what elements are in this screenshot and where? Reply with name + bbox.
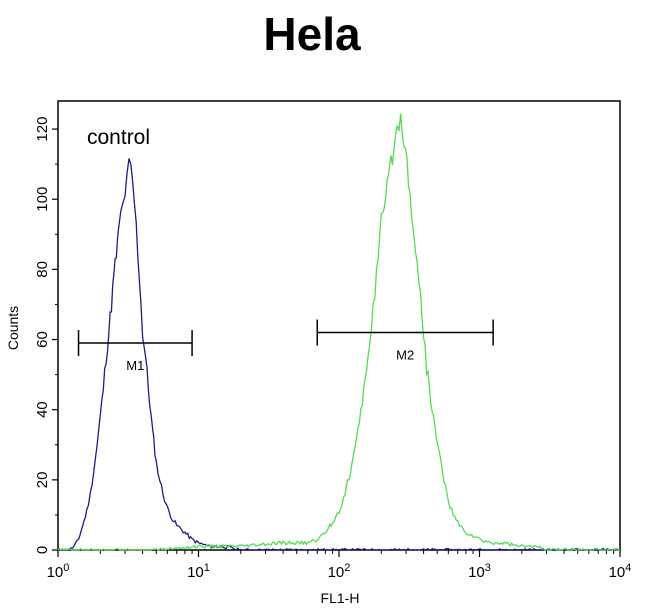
x-axis-label: FL1-H: [321, 590, 360, 606]
y-tick-label: 80: [34, 261, 51, 278]
markers-group: M1 M2: [77, 319, 494, 373]
marker-label: M2: [396, 348, 414, 363]
chart-title: Hela: [263, 8, 361, 60]
x-tick-label: 104: [609, 562, 632, 581]
y-tick-label: 0: [34, 546, 51, 554]
x-tick-label: 102: [328, 562, 351, 581]
y-tick-label: 40: [34, 401, 51, 418]
y-tick-label: 60: [34, 331, 51, 348]
y-tick-label: 100: [34, 187, 51, 212]
x-axis: 100 101 102 103 104: [47, 550, 632, 581]
series-group: [57, 113, 621, 551]
histogram-series-2: [57, 113, 621, 551]
y-tick-label: 120: [34, 117, 51, 142]
histogram-series-1: [57, 158, 620, 551]
y-tick-label: 20: [34, 472, 51, 489]
x-tick-label: 103: [468, 562, 491, 581]
y-axis-label: Counts: [5, 306, 21, 350]
x-tick-label: 101: [187, 562, 210, 581]
control-annotation: control: [87, 126, 150, 149]
x-tick-label: 100: [47, 562, 70, 581]
y-axis: 0 20 40 60 80 100 120: [34, 117, 58, 554]
marker-label: M1: [126, 358, 144, 373]
